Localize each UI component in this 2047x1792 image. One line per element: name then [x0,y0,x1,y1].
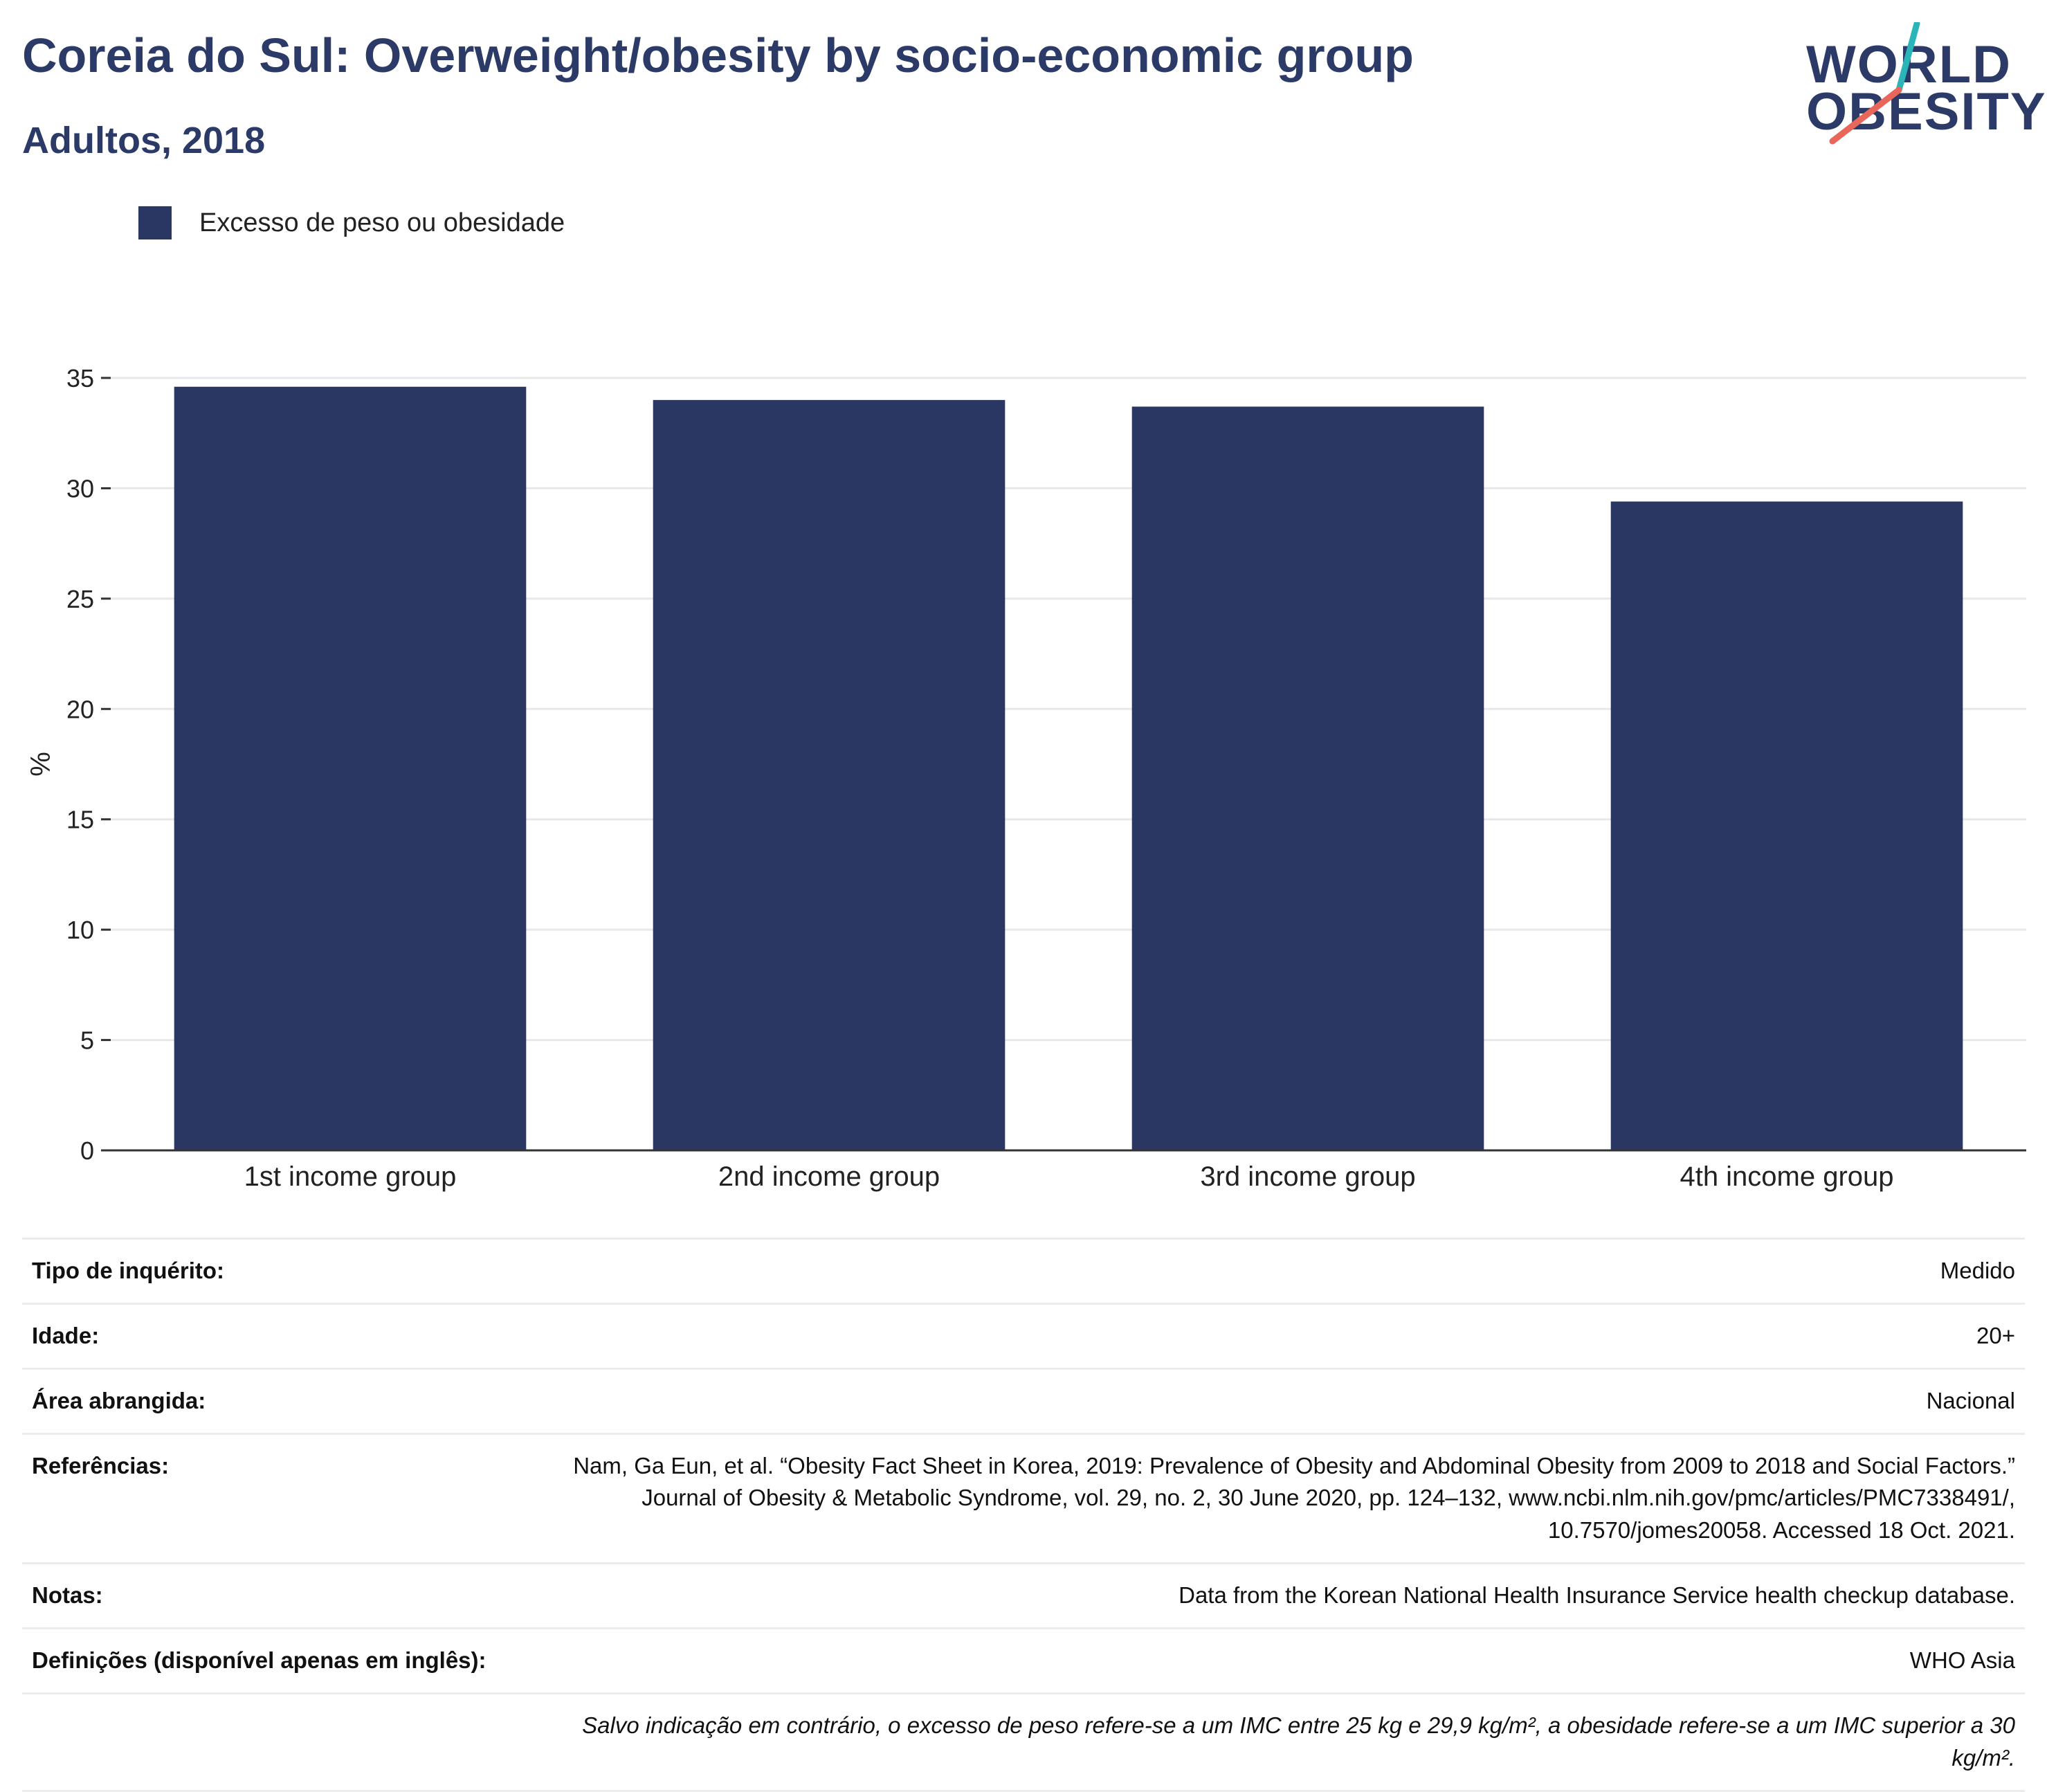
meta-key: Tipo de inquérito: [32,1258,225,1283]
y-tick-label: 10 [66,916,94,944]
x-tick-label: 3rd income group [1200,1161,1415,1192]
metadata-table: Tipo de inquérito: Medido Idade: 20+ Áre… [22,1238,2025,1792]
meta-value: Medido [1940,1258,2015,1283]
bar [653,399,1006,1150]
y-tick-label: 25 [66,585,94,613]
meta-row-notes: Notas: Data from the Korean National Hea… [22,1562,2025,1627]
meta-key: Área abrangida: [32,1387,206,1413]
bar [1131,406,1484,1150]
y-tick-label: 0 [80,1137,94,1165]
meta-row-survey-type: Tipo de inquérito: Medido [22,1238,2025,1303]
meta-row-definitions: Definições (disponível apenas em inglês)… [22,1627,2025,1692]
y-tick-label: 30 [66,474,94,503]
chart-legend: Excesso de peso ou obesidade [138,206,565,239]
bmi-footnote: Salvo indicação em contrário, o excesso … [582,1712,2015,1771]
meta-value: Nacional [1926,1387,2015,1413]
meta-row-area: Área abrangida: Nacional [22,1367,2025,1433]
meta-key: Definições (disponível apenas em inglês)… [32,1647,486,1674]
bar-chart: 0 5 10 15 20 25 30 35% 1st income group 2nd incom… [26,364,2026,1192]
legend-label: Excesso de peso ou obesidade [199,208,565,237]
chart-title: Coreia do Sul: Overweight/obesity by soc… [22,28,1414,82]
meta-row-age: Idade: 20+ [22,1302,2025,1368]
logo-slash-icon [1829,22,1920,145]
x-tick-label: 4th income group [1680,1161,1893,1192]
y-tick-label: 5 [80,1026,94,1055]
y-tick-label: 15 [66,806,94,834]
meta-footnote-row: Salvo indicação em contrário, o excesso … [22,1692,2025,1792]
y-tick-label: 35 [66,364,94,392]
y-tick-label: 20 [66,695,94,723]
chart-subtitle: Adultos, 2018 [22,120,266,161]
x-tick-label: 1st income group [244,1161,457,1192]
meta-value: 20+ [1976,1322,2015,1348]
meta-row-references: Referências: Nam, Ga Eun, et al. “Obesit… [22,1432,2025,1563]
meta-key: Idade: [32,1322,100,1348]
meta-key: Notas: [32,1582,103,1609]
meta-key: Referências: [32,1452,170,1478]
bar [1610,501,1963,1150]
meta-value: Data from the Korean National Health Ins… [1179,1582,2015,1609]
legend-swatch [138,206,172,239]
y-axis-label: % [26,752,56,777]
bar [174,386,527,1150]
meta-value: WHO Asia [1909,1647,2015,1674]
world-obesity-logo: WORLD OBESITY [1806,22,2046,147]
meta-value: Nam, Ga Eun, et al. “Obesity Fact Sheet … [573,1452,2015,1544]
x-tick-label: 2nd income group [718,1161,940,1192]
